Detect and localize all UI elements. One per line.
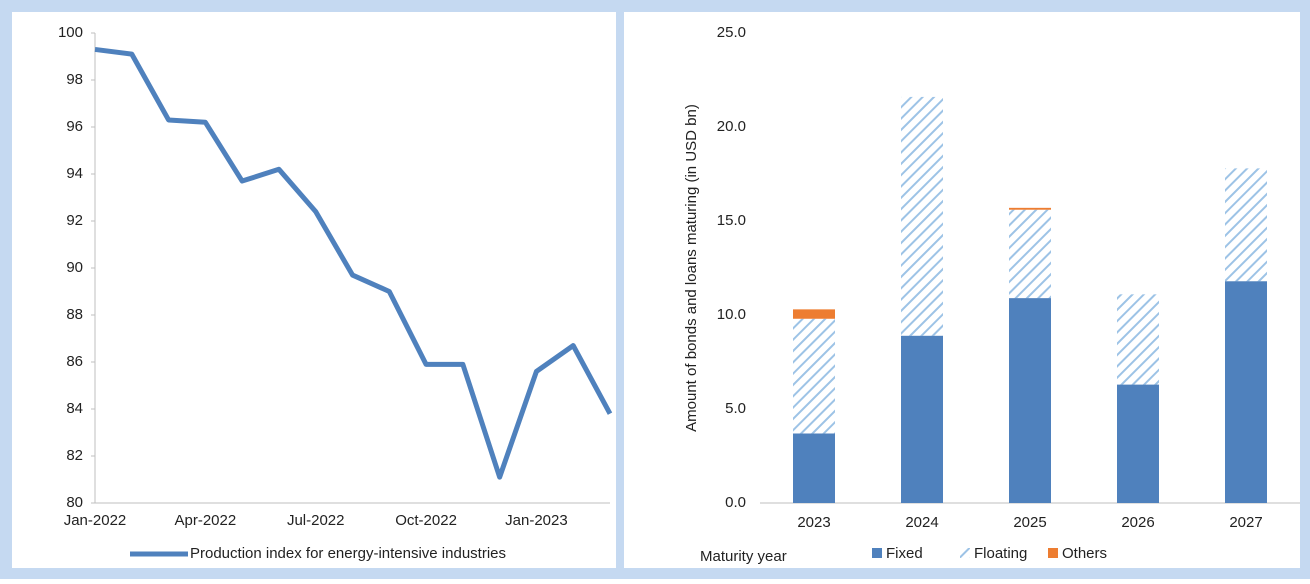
y-tick-label: 15.0 [717, 212, 746, 229]
legend-swatch [1048, 548, 1058, 558]
x-tick-label: 2023 [797, 514, 830, 531]
y-tick-label: 90 [66, 259, 83, 276]
bar-segment [1009, 298, 1051, 503]
y-tick-label: 96 [66, 118, 83, 135]
y-tick-label: 88 [66, 306, 83, 323]
x-tick-label: Jan-2023 [505, 512, 568, 529]
bar-segment [901, 96, 943, 336]
legend-label: Floating [974, 545, 1027, 562]
legend-label: Fixed [886, 545, 923, 562]
bar-segment [1225, 281, 1267, 503]
legend-swatch [960, 548, 970, 558]
bar-segment [1009, 207, 1051, 210]
bar-segment [1225, 168, 1267, 282]
bar-segment [1009, 209, 1051, 299]
x-tick-label: 2024 [905, 514, 938, 531]
x-tick-label: Jul-2022 [287, 512, 345, 529]
legend-label: Others [1062, 545, 1107, 562]
y-tick-label: 20.0 [717, 118, 746, 135]
x-axis-label: Maturity year [700, 548, 787, 565]
y-axis-label: Amount of bonds and loans maturing (in U… [683, 104, 700, 432]
y-tick-label: 5.0 [725, 400, 746, 417]
bar-segment [793, 309, 835, 319]
y-tick-label: 0.0 [725, 494, 746, 511]
y-tick-label: 86 [66, 353, 83, 370]
y-tick-label: 98 [66, 71, 83, 88]
right-panel [624, 12, 1300, 568]
y-tick-label: 80 [66, 494, 83, 511]
y-tick-label: 82 [66, 447, 83, 464]
bar-segment [1117, 294, 1159, 385]
left-panel [12, 12, 616, 568]
data-line [94, 46, 613, 480]
x-tick-label: 2025 [1013, 514, 1046, 531]
x-tick-label: Jan-2022 [64, 512, 127, 529]
legend-swatch [872, 548, 882, 558]
bar-segment [793, 433, 835, 503]
bar-segment [793, 318, 835, 434]
y-tick-label: 100 [58, 24, 83, 41]
y-tick-label: 10.0 [717, 306, 746, 323]
x-tick-label: Apr-2022 [174, 512, 236, 529]
legend-label: Production index for energy-intensive in… [190, 545, 506, 562]
y-tick-label: 84 [66, 400, 83, 417]
bar-segment [901, 335, 943, 503]
bar-segment [1117, 384, 1159, 503]
y-tick-label: 94 [66, 165, 83, 182]
y-tick-label: 25.0 [717, 24, 746, 41]
x-tick-label: 2026 [1121, 514, 1154, 531]
x-tick-label: Oct-2022 [395, 512, 457, 529]
y-tick-label: 92 [66, 212, 83, 229]
x-tick-label: 2027 [1229, 514, 1262, 531]
